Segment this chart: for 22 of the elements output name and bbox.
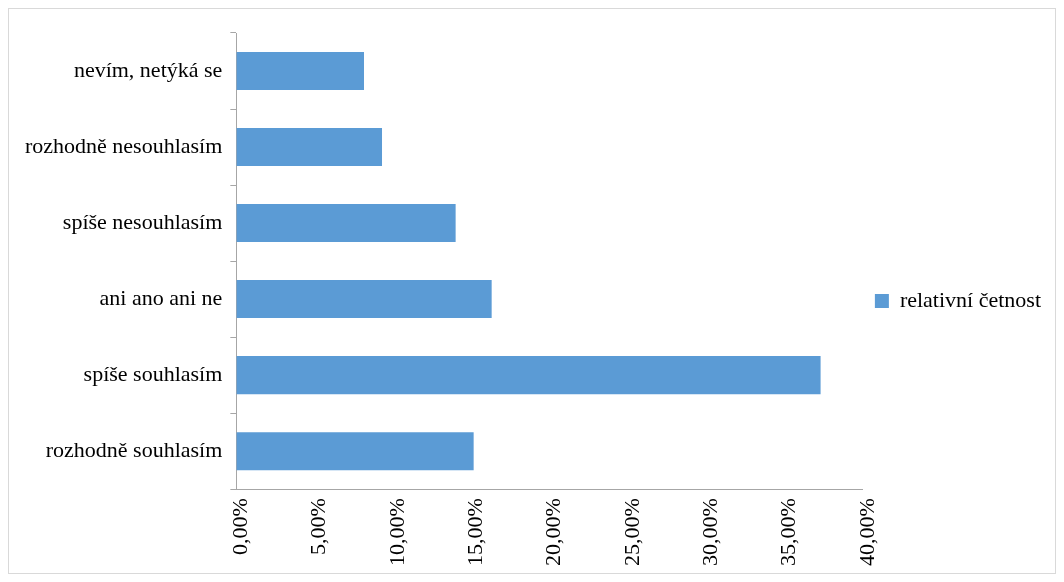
x-tick-label: 25,00% [618, 498, 644, 566]
legend-label: relativní četnost [899, 286, 1041, 312]
y-tick-label: ani ano ani ne [99, 284, 223, 310]
x-tick-label: 30,00% [697, 498, 723, 566]
y-tick-label: rozhodně souhlasím [45, 436, 223, 462]
x-tick-label: 15,00% [462, 498, 488, 566]
y-tick-label: rozhodně nesouhlasím [24, 132, 223, 158]
bar [236, 128, 383, 167]
x-tick-label: 35,00% [775, 498, 801, 566]
y-tick-label: nevím, netýká se [73, 56, 223, 82]
y-tick-label: spíše nesouhlasím [62, 208, 223, 234]
x-tick-label: 40,00% [853, 498, 879, 566]
x-tick-label: 5,00% [305, 498, 331, 555]
bar [236, 356, 821, 395]
bar [236, 432, 474, 471]
bar [236, 280, 492, 319]
x-tick-label: 10,00% [383, 498, 409, 566]
x-tick-label: 20,00% [540, 498, 566, 566]
y-tick-label: spíše souhlasím [83, 360, 223, 386]
bar [236, 204, 456, 243]
x-tick-label: 0,00% [227, 498, 253, 555]
bar [236, 52, 364, 91]
